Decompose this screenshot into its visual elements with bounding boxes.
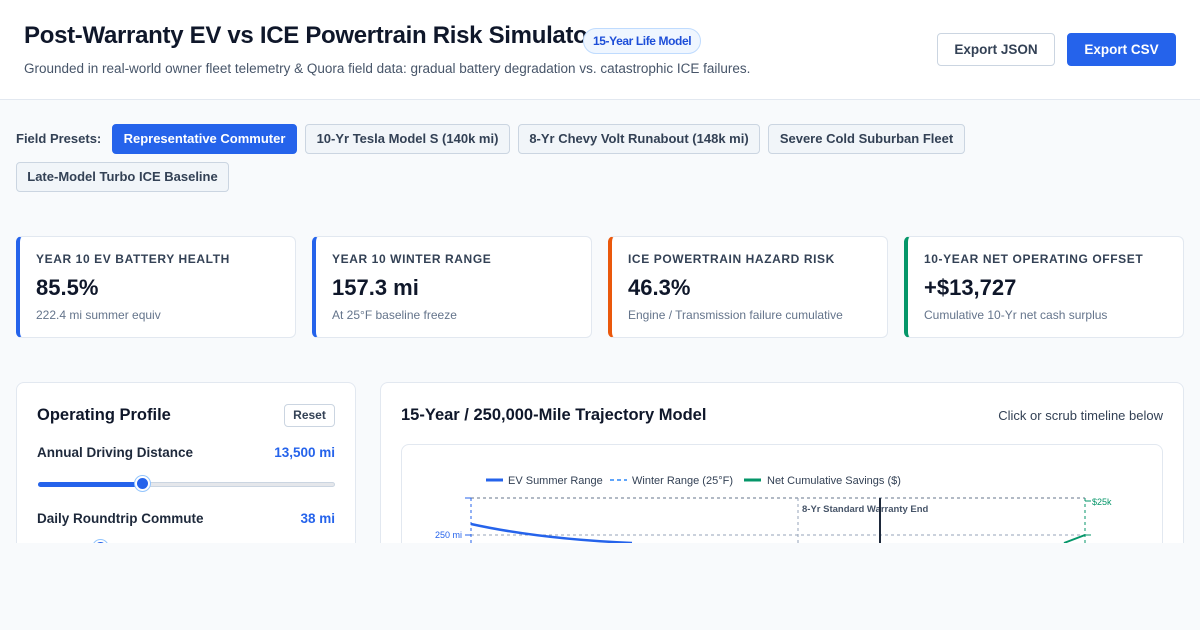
ev-summer-range-series bbox=[470, 522, 633, 545]
y-axis-tick-label: 250 mi bbox=[435, 530, 462, 540]
scrub-hint: Click or scrub timeline below bbox=[998, 408, 1163, 423]
kpi-card-battery-health: Year 10 EV Battery Health 85.5% 222.4 mi… bbox=[16, 236, 296, 338]
trajectory-svg[interactable]: EV Summer Range Winter Range (25°F) Net … bbox=[402, 445, 1163, 630]
legend-savings-label: Net Cumulative Savings ($) bbox=[767, 475, 901, 487]
kpi-card-ice-hazard: ICE Powertrain Hazard Risk 46.3% Engine … bbox=[608, 236, 888, 338]
reset-button[interactable]: Reset bbox=[284, 404, 335, 427]
slider-fill bbox=[38, 482, 142, 487]
model-badge: 15-Year Life Model bbox=[583, 28, 702, 54]
annual-distance-slider[interactable] bbox=[38, 482, 335, 487]
legend-winter-label: Winter Range (25°F) bbox=[632, 475, 733, 487]
annual-distance-slider-thumb[interactable] bbox=[135, 476, 150, 491]
kpi-label: ICE Powertrain Hazard Risk bbox=[628, 252, 835, 266]
kpi-card-winter-range: Year 10 Winter Range 157.3 mi At 25°F ba… bbox=[312, 236, 592, 338]
trajectory-title: 15-Year / 250,000-Mile Trajectory Model bbox=[401, 406, 707, 424]
viewport-bottom bbox=[0, 543, 1200, 630]
kpi-label: 10-Year Net Operating Offset bbox=[924, 252, 1144, 266]
kpi-value: 157.3 mi bbox=[332, 275, 419, 300]
preset-turbo-ice-baseline[interactable]: Late-Model Turbo ICE Baseline bbox=[16, 162, 229, 192]
kpi-value: +$13,727 bbox=[924, 275, 1017, 300]
kpi-subtext: Engine / Transmission failure cumulative bbox=[628, 308, 843, 322]
preset-representative-commuter[interactable]: Representative Commuter bbox=[112, 124, 297, 154]
kpi-subtext: 222.4 mi summer equiv bbox=[36, 308, 161, 322]
kpi-value: 85.5% bbox=[36, 275, 99, 300]
preset-tesla-model-s[interactable]: 10-Yr Tesla Model S (140k mi) bbox=[305, 124, 510, 154]
kpi-card-net-offset: 10-Year Net Operating Offset +$13,727 Cu… bbox=[904, 236, 1184, 338]
preset-cold-suburban-fleet[interactable]: Severe Cold Suburban Fleet bbox=[768, 124, 965, 154]
right-axis-tick-label: $25k bbox=[1092, 497, 1112, 507]
commute-value: 38 mi bbox=[300, 511, 335, 526]
annual-distance-value: 13,500 mi bbox=[274, 445, 335, 460]
kpi-label: Year 10 Winter Range bbox=[332, 252, 492, 266]
commute-label: Daily Roundtrip Commute bbox=[37, 511, 204, 526]
net-savings-series bbox=[1063, 534, 1086, 544]
kpi-value: 46.3% bbox=[628, 275, 691, 300]
kpi-subtext: Cumulative 10-Yr net cash surplus bbox=[924, 308, 1108, 322]
kpi-subtext: At 25°F baseline freeze bbox=[332, 308, 457, 322]
kpi-label: Year 10 EV Battery Health bbox=[36, 252, 230, 266]
export-csv-button[interactable]: Export CSV bbox=[1067, 33, 1176, 66]
operating-profile-title: Operating Profile bbox=[37, 406, 171, 424]
app-header: Post-Warranty EV vs ICE Powertrain Risk … bbox=[0, 0, 1200, 100]
export-json-button[interactable]: Export JSON bbox=[937, 33, 1055, 66]
annual-distance-label: Annual Driving Distance bbox=[37, 445, 194, 460]
page-subtitle: Grounded in real-world owner fleet telem… bbox=[24, 61, 751, 76]
presets-label: Field Presets: bbox=[16, 131, 102, 146]
warranty-marker-label: 8-Yr Standard Warranty End bbox=[802, 504, 929, 515]
legend-summer-label: EV Summer Range bbox=[508, 475, 603, 487]
preset-chevy-volt[interactable]: 8-Yr Chevy Volt Runabout (148k mi) bbox=[518, 124, 760, 154]
page-title: Post-Warranty EV vs ICE Powertrain Risk … bbox=[24, 22, 597, 49]
